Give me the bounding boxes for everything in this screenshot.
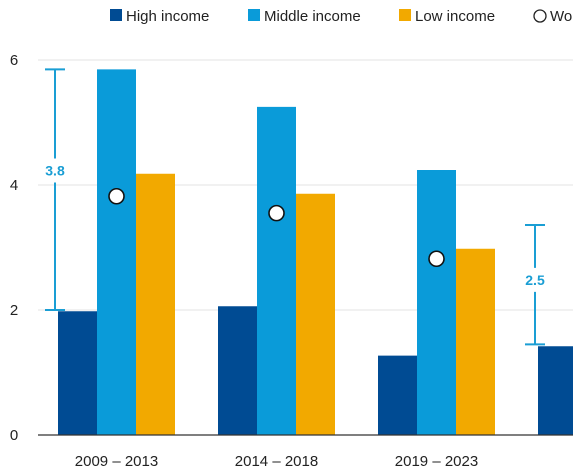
bar-middle-income — [257, 106, 296, 435]
bar-high-income — [218, 306, 257, 435]
category-label: 2014 – 2018 — [235, 453, 318, 470]
legend: High income Middle income Low income Wo — [110, 8, 572, 25]
bar-high-income — [58, 311, 97, 435]
bar-middle-income — [417, 170, 456, 435]
world-marker — [108, 187, 125, 205]
bar-low-income — [296, 193, 335, 435]
legend-marker-world — [533, 9, 547, 23]
category-label: 2009 – 2013 — [75, 453, 158, 470]
bar-high-income — [538, 346, 573, 435]
world-marker — [268, 204, 285, 222]
legend-label-middle-income: Middle income — [264, 8, 361, 25]
y-tick-label: 6 — [10, 52, 18, 69]
world-marker — [428, 250, 445, 268]
legend-swatch-middle-income — [248, 9, 260, 21]
bar-low-income — [456, 248, 495, 435]
bars — [58, 69, 573, 435]
legend-swatch-high-income — [110, 9, 122, 21]
y-tick-label: 0 — [10, 427, 18, 444]
range-label: 3.8 — [45, 163, 65, 179]
x-axis-labels: 2009 – 2013 2014 – 2018 2019 – 2023 202 — [75, 453, 478, 470]
range-brackets: 3.8 2.5 — [45, 68, 545, 346]
legend-swatch-low-income — [399, 9, 411, 21]
y-tick-label: 2 — [10, 302, 18, 319]
bar-high-income — [378, 355, 417, 435]
range-label: 2.5 — [525, 272, 545, 288]
legend-label-world: Wo — [550, 8, 572, 25]
category-label: 2019 – 2023 — [395, 453, 478, 470]
bar-low-income — [136, 173, 175, 435]
legend-label-low-income: Low income — [415, 8, 495, 25]
y-axis-ticks: 0 2 4 6 — [10, 52, 18, 444]
bar-middle-income — [97, 69, 136, 435]
y-tick-label: 4 — [10, 177, 18, 194]
legend-label-high-income: High income — [126, 8, 209, 25]
world-markers — [108, 187, 445, 268]
